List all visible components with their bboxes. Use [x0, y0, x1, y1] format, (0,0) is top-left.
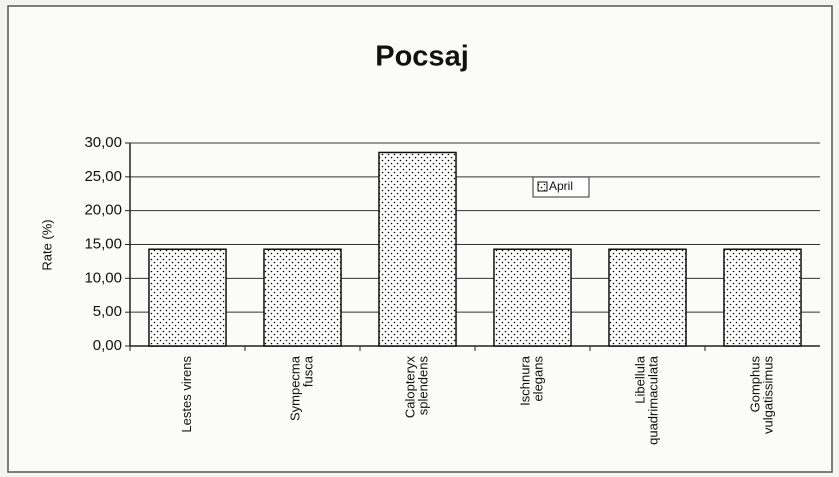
- chart-title: Pocsaj: [375, 41, 469, 73]
- y-tick-label: 30,00: [84, 134, 122, 151]
- bar: [493, 248, 572, 347]
- x-tick-label: Sympecma: [287, 355, 302, 421]
- x-tick-label: splendens: [415, 356, 430, 416]
- bar: [263, 248, 342, 347]
- x-tick-label: quadrimaculata: [645, 355, 660, 445]
- y-tick-label: 0,00: [93, 337, 122, 354]
- y-tick-label: 15,00: [84, 235, 122, 252]
- y-tick-label: 5,00: [93, 303, 122, 320]
- x-tick-label: Libellula: [632, 355, 647, 403]
- bar: [378, 151, 457, 347]
- x-tick-label: Lestes virens: [179, 356, 194, 433]
- x-tick-label: fusca: [300, 355, 315, 387]
- x-tick-label: Gomphus: [747, 356, 762, 413]
- x-tick-label: vulgatissimus: [760, 356, 775, 435]
- x-tick-label: elegans: [530, 356, 545, 402]
- legend-swatch: [537, 181, 548, 192]
- legend-label: April: [549, 179, 573, 193]
- y-axis-label: Rate (%): [39, 219, 54, 270]
- x-tick-label: Ischnura: [517, 355, 532, 406]
- y-tick-label: 10,00: [84, 269, 122, 286]
- y-tick-label: 25,00: [84, 168, 122, 185]
- bar: [723, 248, 802, 347]
- bar: [148, 248, 227, 347]
- bar: [608, 248, 687, 347]
- y-tick-label: 20,00: [84, 202, 122, 219]
- x-tick-label: Calopteryx: [402, 356, 417, 419]
